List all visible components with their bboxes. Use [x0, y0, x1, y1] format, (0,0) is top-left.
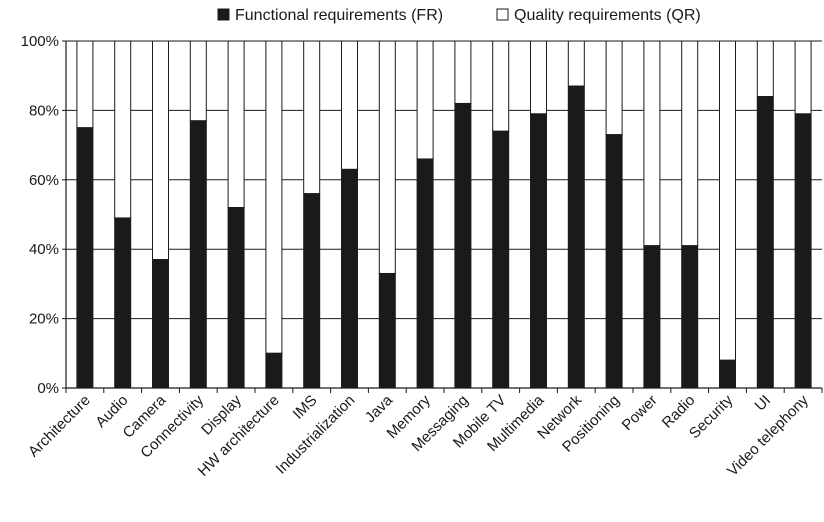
- y-tick-label: 100%: [21, 33, 59, 50]
- bar-fr: [643, 245, 661, 389]
- bar-qr: [152, 40, 169, 261]
- y-tick-label: 40%: [29, 241, 59, 258]
- bar-fr: [114, 217, 132, 389]
- bar-qr: [756, 40, 774, 98]
- bar-fr: [719, 359, 736, 389]
- bar-qr: [567, 40, 585, 87]
- bar-fr: [454, 102, 472, 389]
- gridlines: [66, 40, 822, 320]
- x-tick-label: Architecture: [25, 392, 94, 461]
- bar-fr: [492, 130, 510, 389]
- legend-swatch-1: [496, 8, 509, 21]
- bar-fr: [756, 96, 774, 389]
- legend-label-0: Functional requirements (FR): [235, 7, 443, 24]
- x-tick-label: Power: [619, 392, 661, 434]
- x-tick-label: UI: [752, 392, 775, 415]
- bar-qr: [681, 40, 699, 247]
- y-tick-label: 0%: [37, 380, 59, 397]
- bar-fr: [303, 193, 321, 389]
- bar-fr: [76, 127, 94, 389]
- bar-fr: [416, 158, 434, 389]
- bar-qr: [227, 40, 245, 209]
- bar-qr: [416, 40, 434, 160]
- x-tick-label: IMS: [290, 392, 321, 423]
- bar-fr: [794, 113, 812, 389]
- bar-qr: [265, 40, 283, 354]
- axes: [62, 40, 823, 393]
- bar-fr: [152, 259, 169, 389]
- bar-qr: [303, 40, 321, 195]
- legend: Functional requirements (FR) Quality requ…: [217, 7, 701, 24]
- bar-qr: [605, 40, 623, 136]
- bar-fr: [567, 85, 585, 389]
- legend-swatch-0: [217, 8, 230, 21]
- bar-fr: [341, 168, 358, 389]
- bar-qr: [114, 40, 132, 219]
- bar-fr: [227, 207, 245, 389]
- y-tick-labels: 0% 20% 40% 60% 80% 100%: [21, 33, 59, 397]
- bar-fr: [530, 113, 547, 389]
- legend-label-1: Quality requirements (QR): [514, 7, 701, 24]
- bar-fr: [189, 120, 207, 389]
- bars: [76, 40, 812, 389]
- bar-fr: [605, 134, 623, 389]
- bar-qr: [530, 40, 547, 115]
- bar-fr: [265, 352, 283, 389]
- bar-fr: [378, 272, 396, 389]
- bar-qr: [378, 40, 396, 274]
- bar-qr: [794, 40, 812, 115]
- bar-qr: [341, 40, 358, 170]
- y-tick-label: 20%: [29, 311, 59, 328]
- x-tick-labels: ArchitectureAudioCameraConnectivityDispl…: [25, 391, 812, 480]
- y-tick-label: 60%: [29, 172, 59, 189]
- bar-qr: [189, 40, 207, 122]
- bar-qr: [454, 40, 472, 104]
- bar-fr: [681, 245, 699, 389]
- bar-qr: [492, 40, 510, 132]
- bar-qr: [643, 40, 661, 247]
- bar-qr: [719, 40, 736, 361]
- y-tick-label: 80%: [29, 102, 59, 119]
- bar-qr: [76, 40, 94, 129]
